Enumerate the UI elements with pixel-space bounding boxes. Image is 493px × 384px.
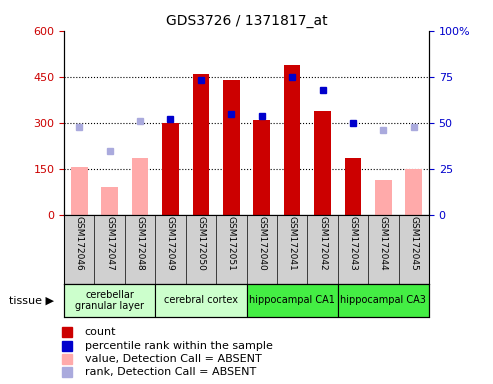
Text: GSM172048: GSM172048 [136, 217, 144, 271]
Text: GSM172049: GSM172049 [166, 217, 175, 271]
Bar [375, 180, 391, 215]
Bar [345, 158, 361, 215]
Text: percentile rank within the sample: percentile rank within the sample [85, 341, 273, 351]
Bar [246, 284, 338, 317]
Bar [284, 65, 300, 215]
Text: hippocampal CA3: hippocampal CA3 [340, 295, 426, 306]
Text: value, Detection Call = ABSENT: value, Detection Call = ABSENT [85, 354, 261, 364]
Bar [405, 169, 422, 215]
Bar [102, 187, 118, 215]
Text: count: count [85, 328, 116, 338]
Text: GSM172041: GSM172041 [287, 217, 297, 271]
Text: GSM172040: GSM172040 [257, 217, 266, 271]
Bar [64, 284, 155, 317]
Text: GSM172042: GSM172042 [318, 217, 327, 271]
Bar [223, 80, 240, 215]
Text: GSM172046: GSM172046 [75, 217, 84, 271]
Title: GDS3726 / 1371817_at: GDS3726 / 1371817_at [166, 14, 327, 28]
Text: rank, Detection Call = ABSENT: rank, Detection Call = ABSENT [85, 367, 256, 377]
Text: cerebral cortex: cerebral cortex [164, 295, 238, 306]
Text: cerebellar
granular layer: cerebellar granular layer [75, 290, 144, 311]
Text: GSM172044: GSM172044 [379, 217, 388, 271]
Bar [132, 158, 148, 215]
Text: GSM172045: GSM172045 [409, 217, 418, 271]
Bar [71, 167, 88, 215]
Bar [338, 284, 429, 317]
Text: GSM172051: GSM172051 [227, 217, 236, 271]
Text: GSM172050: GSM172050 [196, 217, 206, 271]
Bar [162, 123, 179, 215]
Bar [193, 74, 209, 215]
Bar [314, 111, 331, 215]
Text: GSM172047: GSM172047 [105, 217, 114, 271]
Bar [253, 120, 270, 215]
Text: hippocampal CA1: hippocampal CA1 [249, 295, 335, 306]
Bar [155, 284, 246, 317]
Text: tissue ▶: tissue ▶ [9, 295, 54, 306]
Text: GSM172043: GSM172043 [349, 217, 357, 271]
